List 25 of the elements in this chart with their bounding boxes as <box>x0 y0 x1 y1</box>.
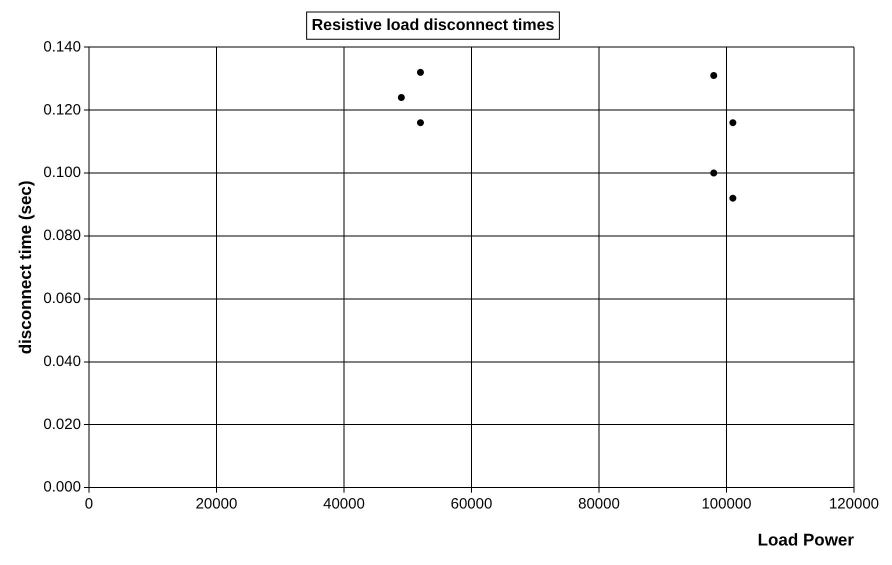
x-axis-title: Load Power <box>758 530 854 550</box>
y-tick-label: 0.140 <box>43 38 81 56</box>
x-tick-label: 40000 <box>323 496 365 513</box>
point <box>729 119 736 126</box>
x-tick-label: 100000 <box>701 496 752 513</box>
x-tick-label: 0 <box>84 496 94 513</box>
y-tick-label: 0.080 <box>43 227 81 244</box>
point <box>729 194 736 202</box>
y-axis-title: disconnect time (sec) <box>16 180 35 354</box>
point <box>416 119 424 126</box>
point <box>416 68 424 76</box>
point <box>710 72 718 80</box>
y-tick-label: 0.120 <box>43 101 81 118</box>
x-tick-label: 60000 <box>450 496 492 513</box>
x-tick-label: 120000 <box>828 496 880 513</box>
y-tick-label: 0.000 <box>43 478 81 496</box>
y-tick-label: 0.100 <box>43 164 81 182</box>
chart-title: Resistive load disconnect times <box>312 17 554 34</box>
point <box>398 94 405 102</box>
x-tick-label: 20000 <box>196 496 238 513</box>
y-tick-label: 0.020 <box>43 416 81 433</box>
x-tick-label: 80000 <box>578 496 620 513</box>
y-tick-label: 0.040 <box>43 352 81 370</box>
y-tick-label: 0.060 <box>43 290 81 307</box>
point <box>710 170 718 177</box>
